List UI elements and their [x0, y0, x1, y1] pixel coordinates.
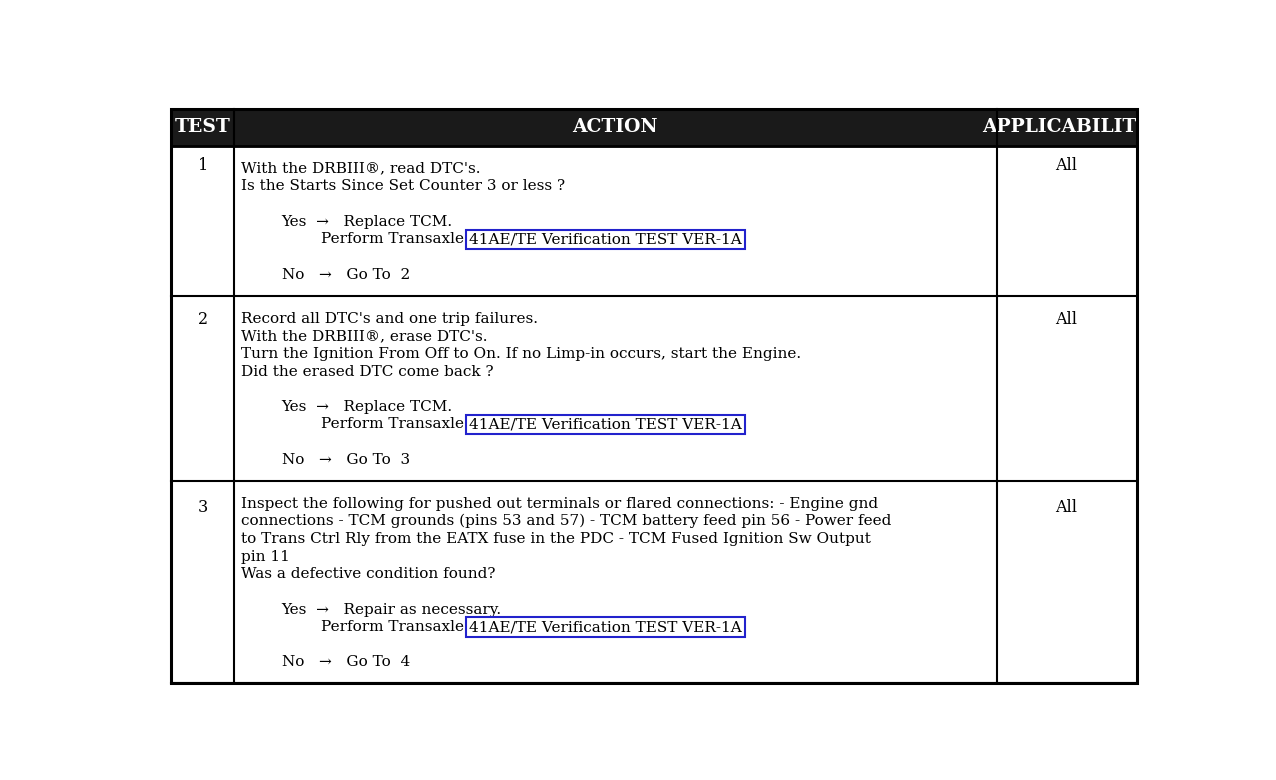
Text: Turn the Ignition From Off to On. If no Limp-in occurs, start the Engine.: Turn the Ignition From Off to On. If no … [241, 347, 801, 361]
Text: Inspect the following for pushed out terminals or flared connections: - Engine g: Inspect the following for pushed out ter… [241, 497, 878, 511]
Text: Did the erased DTC come back ?: Did the erased DTC come back ? [241, 364, 494, 378]
Text: All: All [1055, 498, 1077, 516]
Text: Perform Transaxle: Perform Transaxle [322, 232, 470, 246]
Text: All: All [1055, 157, 1077, 174]
Bar [171, 108, 1137, 146]
Text: 41AE/TE Verification TEST VER-1A: 41AE/TE Verification TEST VER-1A [470, 620, 741, 634]
Text: Perform Transaxle: Perform Transaxle [322, 417, 470, 431]
Text: Was a defective condition found?: Was a defective condition found? [241, 567, 495, 581]
Text: Record all DTC's and one trip failures.: Record all DTC's and one trip failures. [241, 311, 538, 325]
Text: APPLICABILITY: APPLICABILITY [983, 119, 1151, 136]
Text: 1: 1 [198, 157, 208, 174]
Text: Yes  →   Replace TCM.: Yes → Replace TCM. [282, 215, 453, 229]
Text: TEST: TEST [175, 119, 231, 136]
Text: 2: 2 [198, 311, 208, 328]
Text: No   →   Go To  3: No → Go To 3 [282, 452, 410, 466]
Text: to Trans Ctrl Rly from the EATX fuse in the PDC - TCM Fused Ignition Sw Output: to Trans Ctrl Rly from the EATX fuse in … [241, 532, 872, 546]
Text: All: All [1055, 311, 1077, 328]
Text: pin 11: pin 11 [241, 550, 290, 564]
Text: Yes  →   Repair as necessary.: Yes → Repair as necessary. [282, 602, 501, 616]
Text: Is the Starts Since Set Counter 3 or less ?: Is the Starts Since Set Counter 3 or les… [241, 179, 565, 193]
Text: Yes  →   Replace TCM.: Yes → Replace TCM. [282, 400, 453, 414]
Text: With the DRBIII®, erase DTC's.: With the DRBIII®, erase DTC's. [241, 329, 487, 343]
Text: ACTION: ACTION [573, 119, 658, 136]
Text: 41AE/TE Verification TEST VER-1A: 41AE/TE Verification TEST VER-1A [470, 232, 741, 246]
Text: With the DRBIII®, read DTC's.: With the DRBIII®, read DTC's. [241, 161, 481, 176]
Text: connections - TCM grounds (pins 53 and 57) - TCM battery feed pin 56 - Power fee: connections - TCM grounds (pins 53 and 5… [241, 514, 892, 529]
Text: 41AE/TE Verification TEST VER-1A: 41AE/TE Verification TEST VER-1A [470, 417, 741, 431]
Text: 3: 3 [198, 498, 208, 516]
Text: No   →   Go To  4: No → Go To 4 [282, 655, 410, 669]
Text: No   →   Go To  2: No → Go To 2 [282, 268, 410, 282]
Bar [171, 480, 1137, 683]
Text: Perform Transaxle: Perform Transaxle [322, 620, 470, 634]
Bar [171, 296, 1137, 480]
Bar [171, 146, 1137, 296]
